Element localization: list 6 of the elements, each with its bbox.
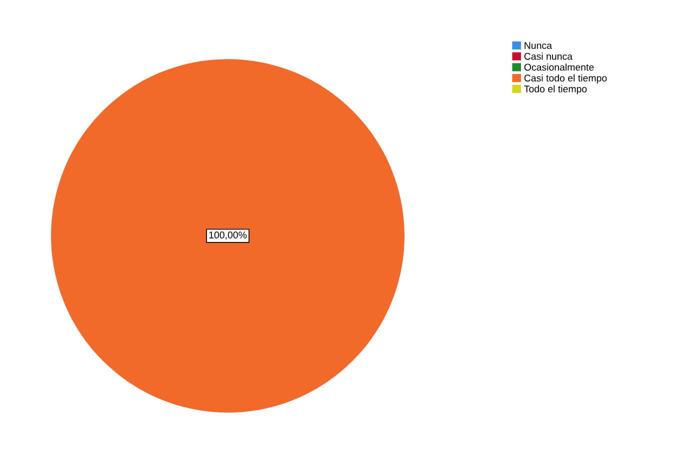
- legend-label: Nunca: [524, 42, 552, 49]
- legend-label: Casi todo el tiempo: [524, 74, 607, 84]
- legend-label: Ocasionalmente: [524, 64, 594, 71]
- legend-label: Todo el tiempo: [524, 85, 587, 94]
- legend-label: Casi nunca: [524, 52, 573, 60]
- data-label: 100,00%: [209, 232, 247, 240]
